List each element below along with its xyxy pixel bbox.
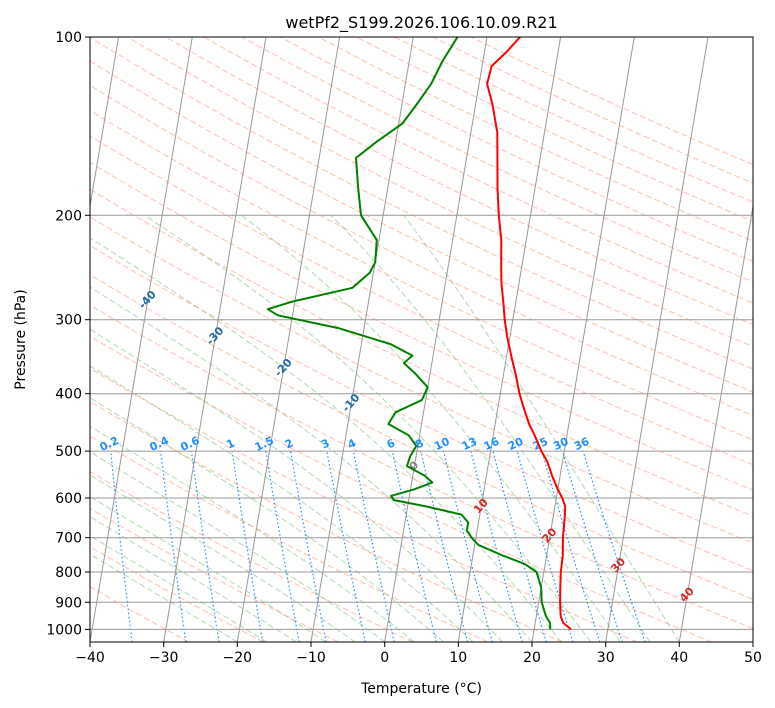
dewpoint-line — [266, 37, 552, 630]
x-tick-label: −20 — [223, 650, 253, 666]
dry-adiabat-line — [90, 135, 753, 466]
mixing-ratio-line — [516, 450, 574, 642]
y-tick-label: 900 — [55, 595, 82, 611]
moist-adiabat-line — [90, 237, 562, 642]
sounding-series — [266, 37, 572, 631]
dry-adiabat-line — [90, 304, 753, 630]
dry-adiabat-line — [90, 84, 753, 417]
moist-adiabat-line — [90, 397, 444, 642]
dry-adiabat-line — [90, 216, 753, 544]
moist-adiabat-line — [90, 451, 385, 642]
mixing-ratio-line — [561, 450, 623, 642]
temperature-line — [486, 37, 572, 631]
mixing-ratio-line — [326, 450, 366, 642]
mixing-ratio-label: 10 — [432, 435, 452, 453]
mixing-ratio-line — [582, 450, 646, 642]
isotherms — [90, 37, 753, 642]
plot-frame — [89, 36, 754, 643]
mixing-ratio-label: 20 — [506, 435, 526, 453]
y-tick-label: 500 — [55, 444, 82, 460]
x-tick-label: 20 — [523, 650, 541, 666]
dry-adiabat-line — [90, 335, 712, 642]
moist-adiabat-line — [403, 215, 680, 642]
y-tick-label: 700 — [55, 531, 82, 547]
mixing-ratio-line — [470, 450, 523, 642]
mixing-ratio-line — [391, 450, 437, 642]
dry-adiabat-line — [90, 507, 339, 642]
mixing-ratio-label: 13 — [460, 435, 479, 453]
moist-adiabat-line — [90, 365, 474, 642]
y-axis-label: Pressure (hPa) — [13, 289, 29, 389]
moist-adiabat-line — [90, 286, 533, 642]
moist-adiabat-line — [90, 553, 238, 642]
dry-adiabat-line — [90, 274, 753, 600]
y-tick-label: 300 — [55, 313, 82, 329]
dry-adiabat-line — [90, 37, 753, 370]
dry-adiabat-line — [90, 161, 753, 491]
isotherm-line — [310, 37, 414, 642]
dry-adiabat-line — [90, 188, 753, 517]
y-tick-label: 1000 — [46, 622, 82, 638]
plot-area: -100-90-80-70-60-50-40-30-20-10010203040… — [90, 37, 753, 642]
y-tick-label: 600 — [55, 491, 82, 507]
x-tick-label: 30 — [597, 650, 615, 666]
y-tick-label: 800 — [55, 565, 82, 581]
x-tick-label: −30 — [149, 650, 179, 666]
y-axis-ticks: 1000 900 800 700 600 500 400 300 200 100 — [46, 30, 90, 638]
y-tick-label: 100 — [55, 30, 82, 46]
x-tick-label: −10 — [296, 650, 326, 666]
dry-adiabat-line — [165, 37, 753, 326]
x-tick-label: 10 — [449, 650, 467, 666]
y-tick-label: 400 — [55, 387, 82, 403]
x-tick-label: 0 — [380, 650, 389, 666]
y-tick-label: 200 — [55, 208, 82, 224]
moist-adiabats — [90, 214, 680, 642]
x-tick-label: 50 — [744, 650, 762, 666]
moist-adiabat-line — [144, 214, 592, 642]
pressure-gridlines — [90, 37, 753, 630]
mixing-ratio-line — [290, 450, 327, 642]
isotherm-line — [531, 37, 635, 642]
x-tick-label: −40 — [75, 650, 105, 666]
x-tick-label: 40 — [670, 650, 688, 666]
moist-adiabat-line — [90, 328, 503, 642]
moist-adiabat-line — [90, 474, 356, 642]
mixing-ratio-label: 16 — [482, 435, 502, 453]
isotherm-line — [605, 37, 709, 642]
chart-title: wetPf2_S199.2026.106.10.09.R21 — [285, 13, 557, 33]
isotherm-line — [163, 37, 267, 642]
mixing-ratio-line — [420, 450, 469, 642]
x-axis-ticks: −40 −30 −20 −10 0 10 20 30 40 50 — [75, 642, 762, 666]
mixing-ratio-line — [190, 451, 220, 642]
mixing-ratio-line — [541, 450, 601, 642]
isotherm-line — [236, 37, 341, 642]
dry-adiabat-line — [90, 586, 190, 642]
dry-adiabat-line — [90, 435, 488, 642]
x-axis-label: Temperature (°C) — [360, 681, 482, 697]
mixing-ratio-label: 30 — [551, 435, 571, 453]
mixing-ratio-line — [160, 451, 187, 642]
dry-adiabat-line — [203, 37, 753, 304]
dry-adiabat-line — [90, 401, 563, 642]
isotherm-line — [384, 37, 488, 642]
isotherm-line — [678, 203, 753, 642]
isotherm-line — [90, 37, 193, 642]
mixing-ratio-label: 36 — [572, 435, 592, 453]
isotherm-line — [90, 37, 120, 210]
moist-adiabat-line — [90, 496, 326, 642]
moist-adiabat-line — [241, 214, 621, 642]
